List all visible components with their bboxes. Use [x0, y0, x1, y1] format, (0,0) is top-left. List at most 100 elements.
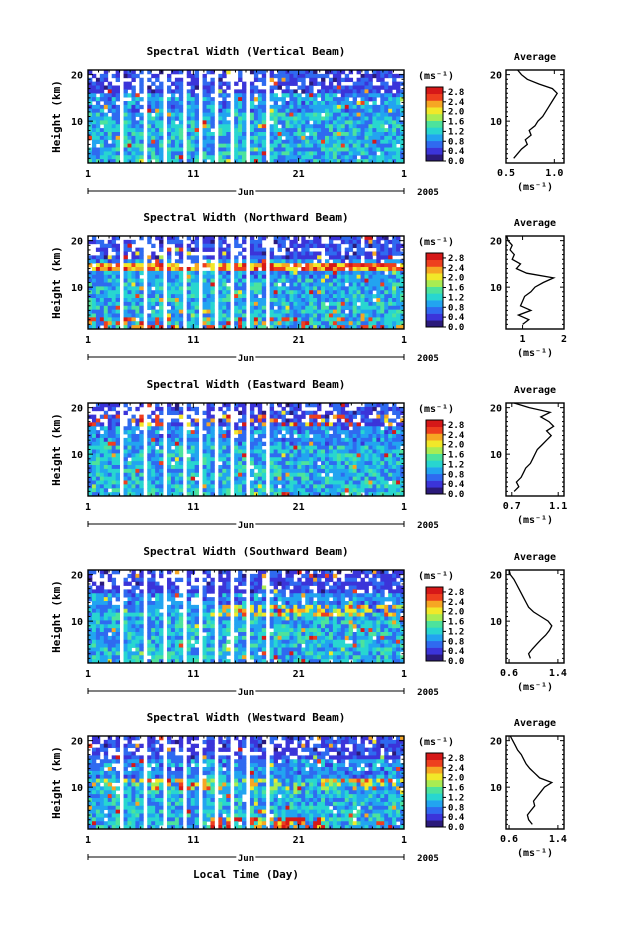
heatmap-cell [234, 124, 239, 129]
heatmap-cell [400, 476, 405, 481]
heatmap-cell [170, 305, 176, 311]
heatmap-cell [321, 143, 326, 148]
heatmap-cell [332, 85, 338, 90]
heatmap-cell [202, 247, 207, 252]
colorbar-swatch [426, 300, 443, 308]
heatmap-cell [127, 286, 132, 291]
heatmap-cell [123, 104, 128, 110]
heatmap-cell [249, 247, 255, 252]
heatmap-cell [384, 278, 389, 283]
heatmap-cell [167, 239, 172, 245]
heatmap-cell [178, 305, 184, 311]
heatmap-cell [131, 492, 136, 497]
heatmap-cell [328, 132, 334, 137]
heatmap-cell [376, 120, 381, 125]
heatmap-cell [313, 410, 318, 416]
heatmap-cell [170, 426, 176, 431]
heatmap-cell [107, 434, 113, 439]
heatmap-cell [103, 445, 109, 450]
heatmap-cell [95, 461, 101, 466]
heatmap-cell [186, 132, 192, 137]
heatmap-cell [261, 301, 267, 307]
heatmap-cell [293, 418, 298, 423]
heatmap-cell [289, 476, 294, 481]
heatmap-cell [380, 112, 385, 117]
heatmap-cell [388, 313, 393, 318]
heatmap-cell [313, 255, 318, 260]
heatmap-cell [360, 286, 365, 291]
heatmap-cell [155, 274, 160, 280]
average-x-tick-label: 1 [520, 334, 526, 345]
heatmap-cell [190, 305, 196, 311]
heatmap-cell [167, 151, 172, 156]
heatmap-cell [99, 259, 105, 264]
heatmap-cell [368, 274, 373, 280]
heatmap-cell [234, 255, 239, 260]
heatmap-cell [99, 488, 105, 493]
heatmap-cell [380, 77, 385, 83]
heatmap-cell [336, 325, 342, 330]
heatmap-cell [336, 139, 342, 145]
heatmap-cell [348, 282, 354, 287]
heatmap-cell [123, 120, 128, 125]
heatmap-cell [178, 147, 184, 152]
heatmap-cell [222, 414, 227, 419]
heatmap-cell [107, 267, 113, 272]
heatmap-cell [309, 89, 314, 94]
heatmap-cell [388, 309, 393, 314]
heatmap-cell [253, 139, 259, 145]
heatmap-cell [368, 282, 373, 287]
heatmap-cell [123, 251, 128, 256]
heatmap-cell [336, 301, 342, 307]
heatmap-cell [206, 282, 211, 287]
heatmap-cell [91, 159, 97, 164]
heatmap-cell [376, 236, 381, 241]
heatmap-cell [155, 270, 160, 276]
heatmap-cell [218, 112, 223, 117]
heatmap-cell [218, 434, 223, 439]
heatmap-cell [234, 430, 239, 435]
heatmap-cell [103, 321, 109, 326]
heatmap-cell [273, 445, 278, 450]
heatmap-cell [325, 426, 330, 431]
heatmap-cell [257, 124, 263, 129]
heatmap-cell [103, 243, 109, 249]
heatmap-cell [135, 488, 140, 493]
heatmap-cell [336, 437, 342, 443]
heatmap-cell [127, 290, 132, 295]
heatmap-cell [210, 155, 215, 160]
heatmap-cell [123, 132, 128, 137]
colorbar-swatch [426, 127, 443, 135]
heatmap-cell [123, 468, 128, 474]
heatmap-cell [384, 426, 389, 431]
heatmap-cell [88, 159, 93, 164]
heatmap-cell [376, 135, 381, 141]
heatmap-cell [340, 290, 346, 295]
heatmap-cell [384, 112, 389, 117]
heatmap-cell [289, 270, 294, 276]
month-label: Jun [238, 188, 254, 198]
heatmap-cell [222, 418, 227, 423]
heatmap-cell [376, 239, 381, 245]
heatmap-cell [328, 313, 334, 318]
heatmap-cell [261, 457, 267, 462]
heatmap-cell [293, 422, 298, 427]
heatmap-cell [238, 418, 243, 423]
heatmap-cell [238, 70, 243, 75]
heatmap-cell [332, 236, 338, 241]
heatmap-cell [281, 151, 286, 156]
heatmap-cell [384, 294, 389, 299]
heatmap-cell [249, 325, 255, 330]
heatmap-cell [139, 449, 144, 454]
heatmap-cell [332, 476, 338, 481]
heatmap-cell [328, 239, 334, 245]
heatmap-cell [368, 155, 373, 160]
heatmap-cell [139, 298, 144, 303]
heatmap-cell [210, 135, 215, 141]
heatmap-cell [356, 147, 361, 152]
heatmap-cell [261, 472, 267, 478]
heatmap-cell [249, 445, 255, 450]
heatmap-cell [123, 159, 128, 164]
heatmap-cell [103, 120, 109, 125]
heatmap-cell [360, 468, 365, 474]
